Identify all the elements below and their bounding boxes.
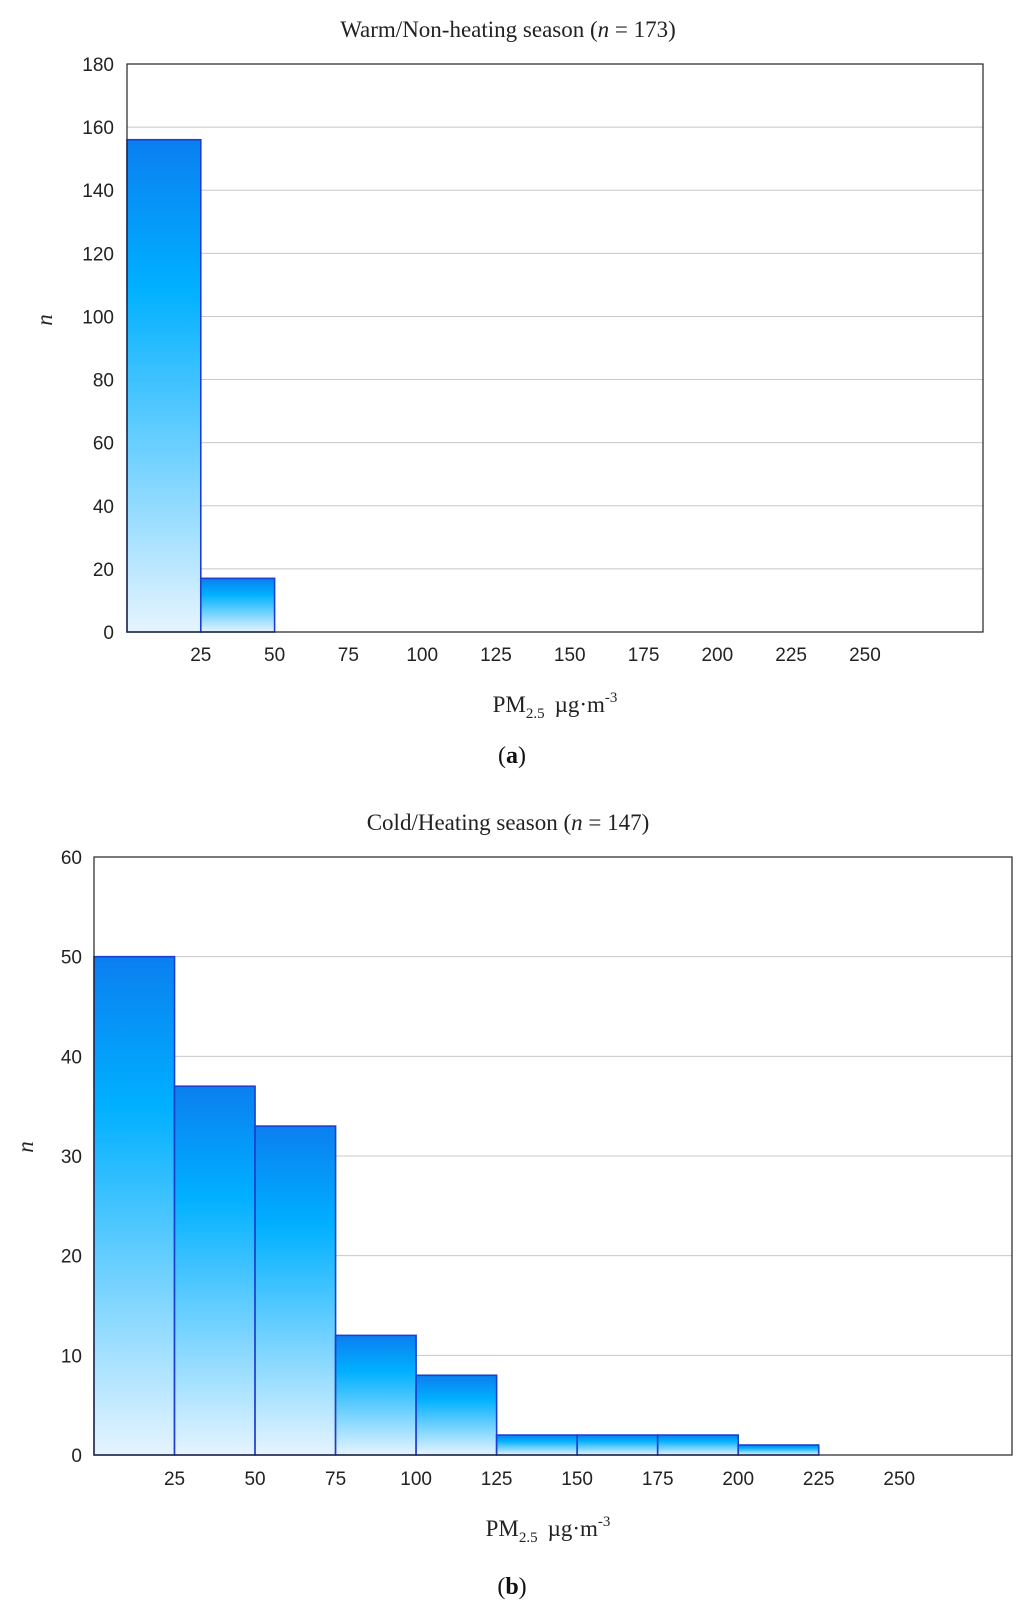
y-tick-label: 50	[61, 948, 82, 969]
histogram-bar	[199, 577, 276, 633]
histogram-bar	[656, 1434, 740, 1456]
x-tick-label: 75	[338, 645, 359, 666]
y-tick-label: 0	[71, 1446, 82, 1467]
y-axis-label: n	[13, 1141, 38, 1153]
y-tick-label: 0	[103, 623, 114, 644]
x-tick-label: 200	[701, 645, 733, 666]
x-tick-label: 100	[406, 645, 438, 666]
x-tick-label: 225	[803, 1469, 835, 1490]
histogram-bar	[173, 1085, 256, 1456]
x-tick-label: 250	[849, 645, 881, 666]
plot-frame	[93, 856, 1013, 1456]
histogram-bar	[495, 1434, 578, 1456]
x-tick-label: 100	[400, 1469, 432, 1490]
y-tick-labels: 0 20 40 60 80 100 120 140 160 180	[82, 55, 114, 644]
y-tick-label: 20	[93, 560, 114, 581]
x-tick-label: 150	[554, 645, 586, 666]
x-tick-label: 75	[325, 1469, 346, 1490]
y-tick-label: 60	[93, 434, 114, 455]
y-tick-label: 30	[61, 1147, 82, 1168]
x-tick-label: 250	[883, 1469, 915, 1490]
y-tick-label: 10	[61, 1346, 82, 1367]
y-tick-label: 140	[82, 181, 114, 202]
histogram-bar	[576, 1434, 659, 1456]
bars	[93, 955, 820, 1456]
panel-label: (a)	[498, 743, 526, 769]
histogram-bar	[415, 1374, 498, 1456]
x-tick-label: 25	[164, 1469, 185, 1490]
x-tick-label: 125	[480, 645, 512, 666]
panel-label: (b)	[497, 1574, 526, 1600]
histogram-cold-season: Cold/Heating season (n = 147) 0 10 20 30 40 5…	[13, 810, 1013, 1600]
x-tick-label: 150	[561, 1469, 593, 1490]
x-tick-label: 175	[628, 645, 660, 666]
x-axis-label: PM2.5 µg·m-3	[493, 690, 618, 722]
x-tick-labels: 25 50 75 100 125 150 175 200 225 250	[164, 1469, 915, 1490]
y-tick-label: 120	[82, 244, 114, 265]
x-tick-label: 50	[244, 1469, 265, 1490]
y-tick-label: 160	[82, 118, 114, 139]
x-axis-label: PM2.5 µg·m-3	[486, 1514, 611, 1546]
y-tick-label: 180	[82, 55, 114, 76]
histogram-bar	[334, 1334, 417, 1456]
histogram-bar	[93, 955, 176, 1456]
x-tick-label: 175	[642, 1469, 674, 1490]
histogram-bar	[254, 1125, 337, 1456]
histogram-warm-season: Warm/Non-heating season (n = 173) 0 20 40 6…	[32, 17, 984, 769]
histogram-bar	[126, 138, 202, 633]
x-tick-labels: 25 50 75 100 125 150 175 200 225 250	[190, 645, 881, 666]
y-tick-label: 100	[82, 307, 114, 328]
bars	[126, 138, 276, 633]
chart-title: Warm/Non-heating season (n = 173)	[340, 17, 676, 42]
chart-title: Cold/Heating season (n = 147)	[367, 810, 650, 835]
y-axis-label: n	[32, 314, 57, 326]
x-tick-label: 125	[481, 1469, 513, 1490]
y-tick-label: 40	[93, 497, 114, 518]
x-tick-label: 225	[775, 645, 807, 666]
y-tick-labels: 0 10 20 30 40 50 60	[61, 848, 82, 1467]
y-tick-label: 60	[61, 848, 82, 869]
gridlines	[127, 126, 983, 570]
y-tick-label: 80	[93, 371, 114, 392]
x-tick-label: 25	[190, 645, 211, 666]
plot-frame	[126, 63, 984, 633]
histogram-bar	[737, 1444, 820, 1456]
x-tick-label: 200	[722, 1469, 754, 1490]
y-tick-label: 40	[61, 1047, 82, 1068]
y-tick-label: 20	[61, 1247, 82, 1268]
x-tick-label: 50	[264, 645, 285, 666]
